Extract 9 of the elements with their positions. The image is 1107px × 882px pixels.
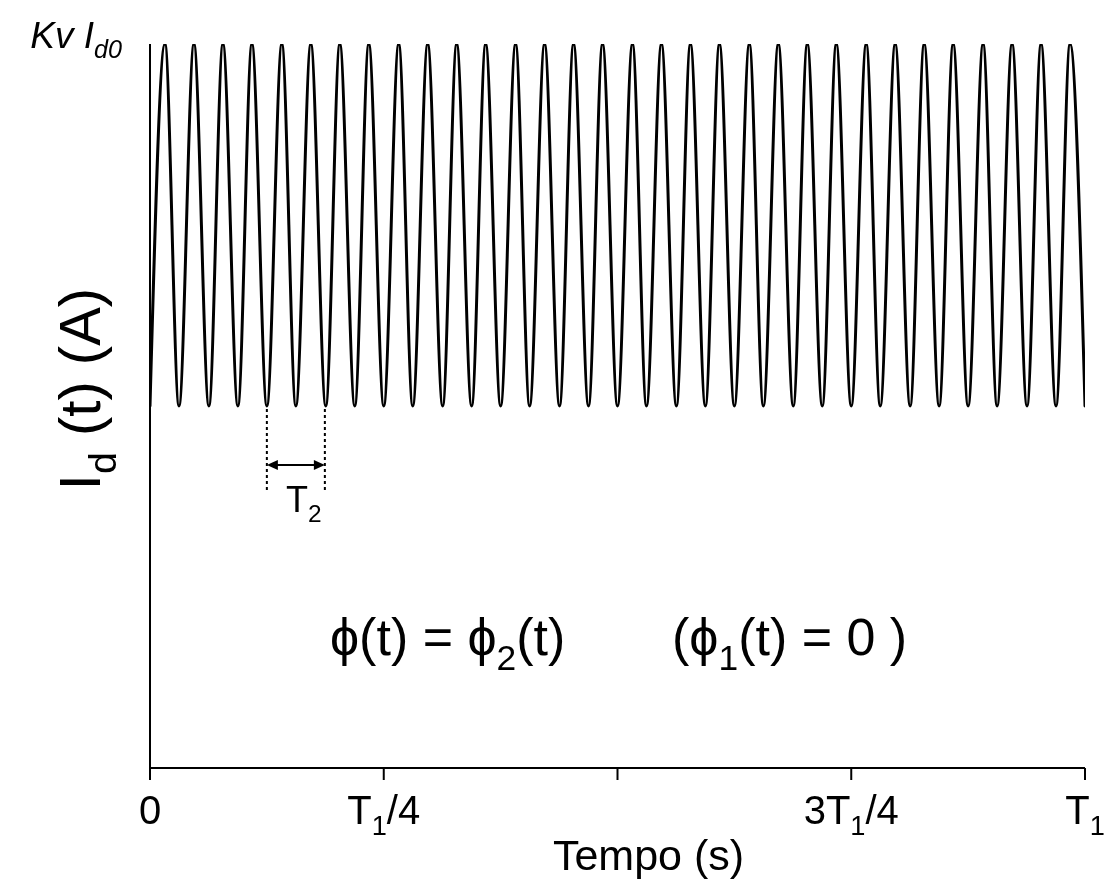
x-axis-title: Tempo (s) xyxy=(552,831,745,879)
x-tick-label: 0 xyxy=(138,788,162,832)
annotation: (ϕ$_{1}$(t) = 0 ) xyxy=(672,608,908,677)
annotation: T$_{2}$ xyxy=(286,479,322,528)
x-tick-label: T$_{1}$/4 xyxy=(347,788,421,842)
text: Kv I$_{d0}$ xyxy=(30,15,123,64)
x-tick-label: T$_{1}$ xyxy=(1065,788,1105,842)
x-tick-label: 3T$_{1}$/4 xyxy=(803,788,899,842)
annotation: ϕ(t) = ϕ$_{2}$(t) xyxy=(330,608,566,677)
